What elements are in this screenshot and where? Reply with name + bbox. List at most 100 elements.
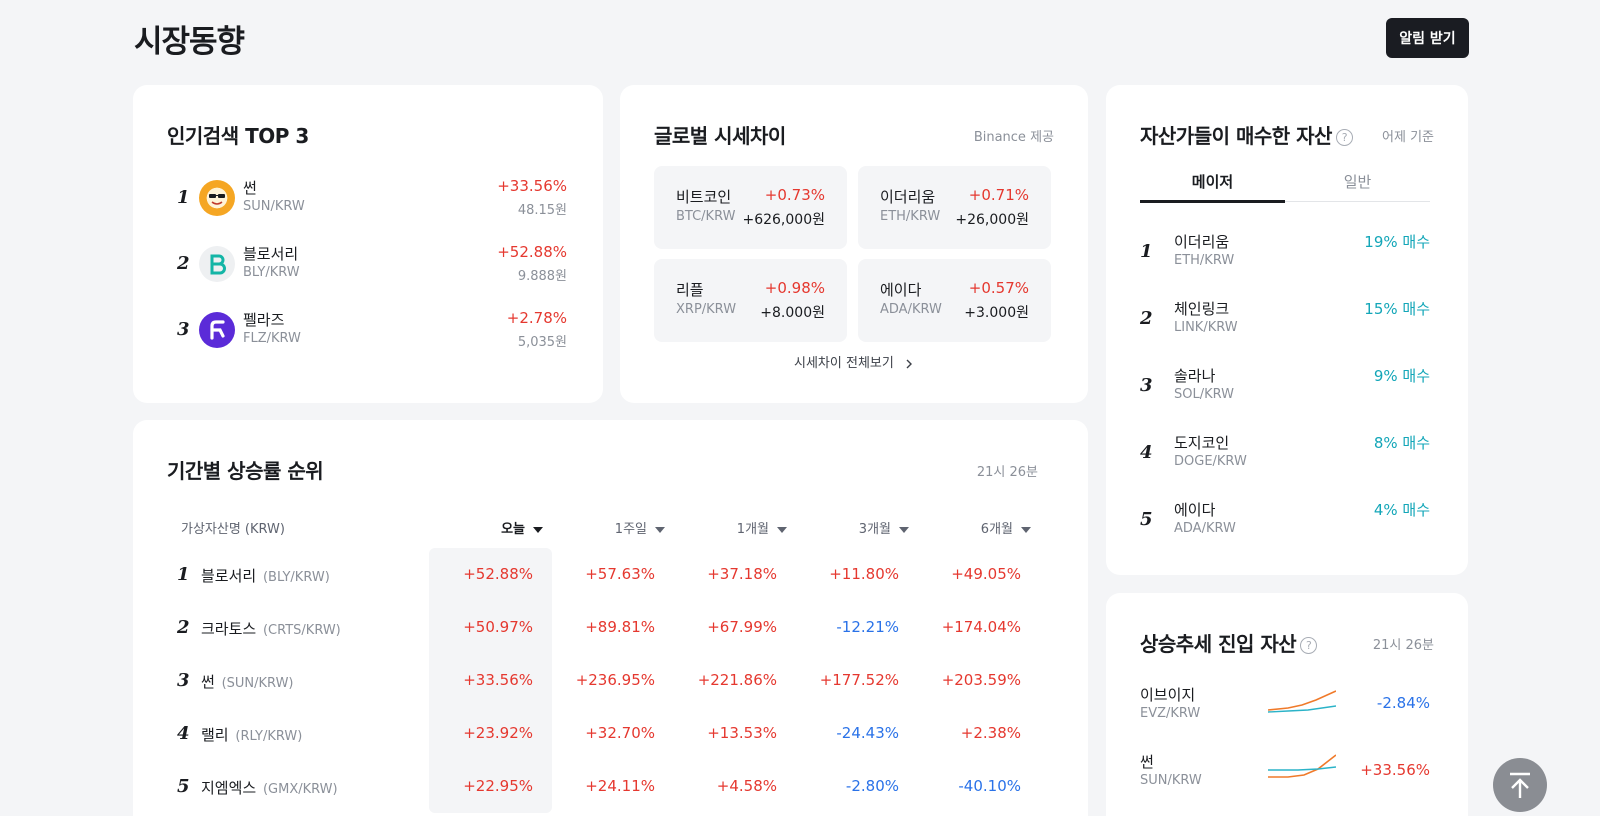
asset-pair: SOL/KRW	[1174, 387, 1234, 402]
rank-number: 5	[177, 776, 190, 797]
rate-today: +33.56%	[463, 671, 533, 689]
asset-name: 솔라나	[1174, 367, 1216, 385]
asset-pair: SUN/KRW	[1140, 773, 1202, 788]
list-item[interactable]: 이브이지 EVZ/KRW -2.84%	[1140, 684, 1430, 730]
table-row[interactable]: 3 썬 (SUN/KRW) +33.56% +236.95% +221.86% …	[167, 666, 1037, 706]
rank-number: 1	[177, 187, 190, 208]
sort-6month[interactable]: 6개월	[951, 518, 1031, 537]
asset-name: 이더리움	[1174, 233, 1230, 251]
rate-today: +23.92%	[463, 724, 533, 742]
tab-general[interactable]: 일반	[1343, 173, 1372, 191]
sort-label: 1개월	[736, 522, 769, 537]
alert-button[interactable]: 알림 받기	[1386, 18, 1469, 58]
rate-1week: +89.81%	[585, 618, 655, 636]
rate-1month: +67.99%	[707, 618, 777, 636]
rank-number: 1	[1140, 241, 1153, 262]
asset-pair: EVZ/KRW	[1140, 706, 1201, 721]
sort-label: 오늘	[501, 522, 525, 537]
asset-pair: XRP/KRW	[676, 302, 737, 317]
popular-item[interactable]: 3 펠라즈 FLZ/KRW +2.78% 5,035원	[167, 309, 567, 355]
asset-name: 지엠엑스 (GMX/KRW)	[201, 777, 338, 798]
table-row[interactable]: 1 블로서리 (BLY/KRW) +52.88% +57.63% +37.18%…	[167, 560, 1037, 600]
asset-price: 9.888원	[517, 269, 567, 284]
asset-name: 도지코인	[1174, 434, 1230, 452]
asset-name: 에이다	[1174, 501, 1216, 519]
rate-3month: -2.80%	[845, 777, 899, 795]
asset-name: 썬	[243, 179, 257, 197]
rank-number: 5	[1140, 509, 1153, 530]
question-circle-icon[interactable]: ?	[1300, 637, 1318, 654]
gap-percent: +0.57%	[968, 279, 1029, 297]
popular-item[interactable]: 1 썬 SUN/KRW +33.56% 48.15원	[167, 177, 567, 223]
bly-logo-icon	[199, 246, 235, 282]
question-circle-icon[interactable]: ?	[1335, 129, 1353, 146]
rank-number: 2	[1140, 308, 1153, 329]
list-item[interactable]: 5 에이다 ADA/KRW 4% 매수	[1140, 499, 1430, 545]
list-item[interactable]: 3 솔라나 SOL/KRW 9% 매수	[1140, 365, 1430, 411]
rate-3month: -24.43%	[836, 724, 899, 742]
asset-name: 이더리움	[880, 188, 936, 206]
asset-name: 랠리 (RLY/KRW)	[201, 724, 302, 745]
tab-major[interactable]: 메이저	[1191, 173, 1234, 191]
asset-name: 썬 (SUN/KRW)	[201, 671, 294, 692]
table-row[interactable]: 2 크라토스 (CRTS/KRW) +50.97% +89.81% +67.99…	[167, 613, 1037, 653]
gap-amount: +26,000원	[955, 212, 1029, 228]
investors-title: 자산가들이 매수한 자산?	[1140, 120, 1353, 149]
rate-today: +22.95%	[463, 777, 533, 795]
list-item[interactable]: 2 체인링크 LINK/KRW 15% 매수	[1140, 298, 1430, 344]
table-row[interactable]: 5 지엠엑스 (GMX/KRW) +22.95% +24.11% +4.58% …	[167, 772, 1037, 812]
asset-name: 블로서리 (BLY/KRW)	[201, 565, 330, 586]
gap-box[interactable]: 리플 XRP/KRW +0.98% +8.000원	[654, 259, 847, 342]
column-header-name: 가상자산명 (KRW)	[181, 522, 285, 537]
asset-pair: ETH/KRW	[1174, 253, 1235, 268]
asset-name: 크라토스 (CRTS/KRW)	[201, 618, 341, 639]
change-rate: +33.56%	[497, 177, 567, 195]
asset-name: 리플	[676, 281, 704, 299]
sort-today[interactable]: 오늘	[463, 518, 543, 537]
asset-pair: SUN/KRW	[243, 199, 305, 214]
buy-ratio: 4% 매수	[1373, 501, 1430, 519]
gap-box[interactable]: 이더리움 ETH/KRW +0.71% +26,000원	[858, 166, 1051, 249]
asset-pair: ETH/KRW	[880, 209, 941, 224]
change-rate: -2.84%	[1376, 694, 1430, 712]
investors-title-text: 자산가들이 매수한 자산	[1140, 124, 1332, 148]
sun-logo-icon	[199, 180, 235, 216]
caret-down-icon	[533, 526, 543, 533]
sort-1month[interactable]: 1개월	[707, 518, 787, 537]
rank-number: 3	[1140, 375, 1153, 396]
caret-down-icon	[777, 526, 787, 533]
rate-6month: -40.10%	[958, 777, 1021, 795]
sort-3month[interactable]: 3개월	[829, 518, 909, 537]
list-item[interactable]: 썬 SUN/KRW +33.56%	[1140, 751, 1430, 797]
today-column-highlight	[429, 548, 552, 813]
caret-down-icon	[1021, 526, 1031, 533]
buy-ratio: 9% 매수	[1373, 367, 1430, 385]
view-all-gap-link[interactable]: 시세차이 전체보기	[620, 352, 1088, 371]
gap-amount: +8.000원	[760, 305, 825, 321]
change-rate: +52.88%	[497, 243, 567, 261]
asset-pair: LINK/KRW	[1174, 320, 1238, 335]
gap-box[interactable]: 비트코인 BTC/KRW +0.73% +626,000원	[654, 166, 847, 249]
caret-down-icon	[899, 526, 909, 533]
global-gap-title: 글로벌 시세차이	[654, 124, 786, 148]
gap-amount: +3.000원	[964, 305, 1029, 321]
asset-name-text: 블로서리	[201, 567, 257, 585]
asset-pair: ADA/KRW	[1174, 521, 1236, 536]
rate-1month: +221.86%	[697, 671, 777, 689]
asset-price: 48.15원	[517, 203, 567, 218]
period-ranking-title: 기간별 상승률 순위	[167, 459, 324, 483]
gap-amount: +626,000원	[742, 212, 825, 228]
table-row[interactable]: 4 랠리 (RLY/KRW) +23.92% +32.70% +13.53% -…	[167, 719, 1037, 759]
popular-item[interactable]: 2 블로서리 BLY/KRW +52.88% 9.888원	[167, 243, 567, 289]
chevron-right-icon	[906, 359, 912, 368]
tab-divider	[1140, 201, 1430, 202]
asset-name-text: 크라토스	[201, 620, 257, 638]
rank-number: 3	[177, 670, 190, 691]
sort-label: 3개월	[858, 522, 891, 537]
rank-number: 1	[177, 564, 190, 585]
sort-1week[interactable]: 1주일	[585, 518, 665, 537]
scroll-top-button[interactable]	[1493, 758, 1547, 812]
list-item[interactable]: 1 이더리움 ETH/KRW 19% 매수	[1140, 231, 1430, 277]
list-item[interactable]: 4 도지코인 DOGE/KRW 8% 매수	[1140, 432, 1430, 478]
gap-box[interactable]: 에이다 ADA/KRW +0.57% +3.000원	[858, 259, 1051, 342]
